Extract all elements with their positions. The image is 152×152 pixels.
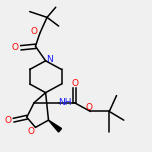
Text: NH: NH — [58, 98, 71, 107]
Text: N: N — [47, 55, 53, 64]
Text: O: O — [71, 79, 78, 88]
Text: O: O — [12, 43, 19, 52]
Text: O: O — [28, 127, 35, 136]
Text: O: O — [86, 103, 93, 112]
Text: O: O — [4, 116, 11, 125]
Polygon shape — [48, 120, 62, 132]
Text: O: O — [31, 27, 38, 36]
